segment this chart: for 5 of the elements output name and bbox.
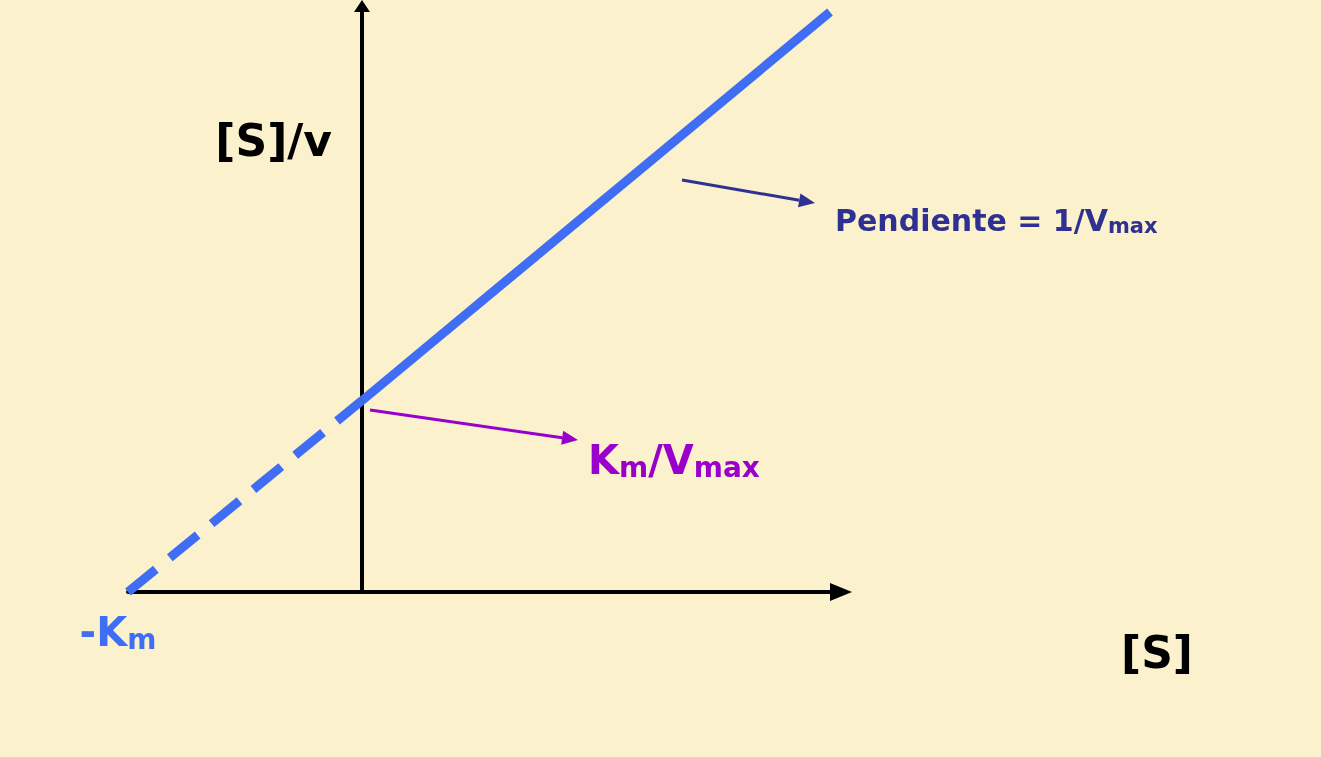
- text: -Km: [79, 609, 157, 656]
- text: [S]: [1121, 626, 1193, 678]
- annotation: Km/Vmax: [588, 437, 760, 484]
- y-axis-title: [S]/v: [215, 114, 333, 166]
- text: Pendiente = 1/Vmax: [835, 202, 1158, 238]
